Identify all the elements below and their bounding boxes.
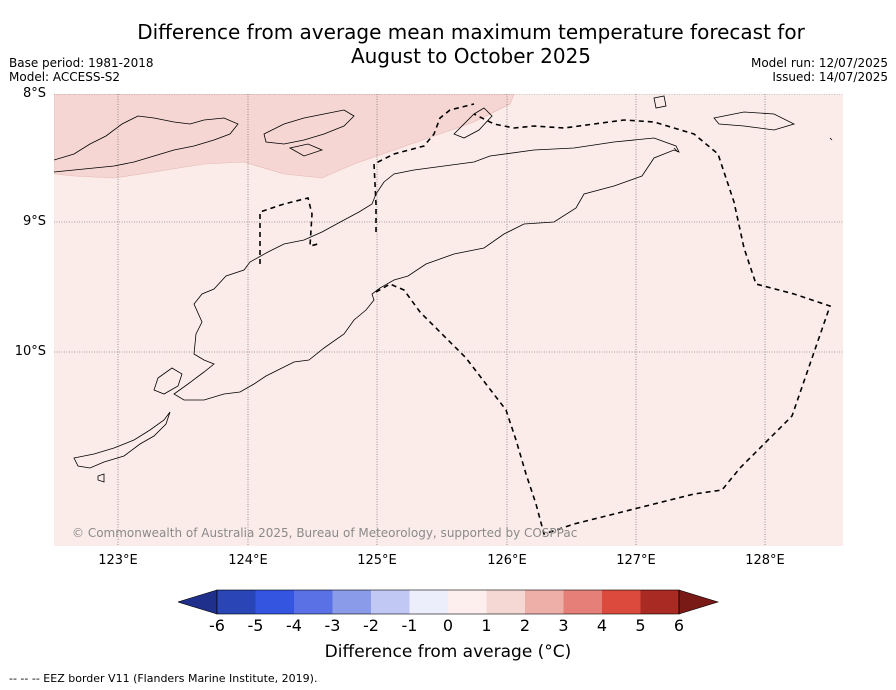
anomaly-region-1-2 (54, 94, 515, 179)
colorbar-tick-label: 2 (519, 616, 531, 635)
coastline-pantar (288, 143, 324, 157)
chart-title: Difference from average mean maximum tem… (0, 20, 896, 68)
colorbar-tick-label: 6 (673, 616, 685, 635)
lat-label-10s: 10°S (14, 344, 46, 359)
eez-border-north (373, 103, 475, 232)
coastline-islet-1 (653, 95, 667, 109)
colorbar-tick-label: 0 (442, 616, 454, 635)
colorbar-segment (525, 590, 564, 614)
issued-date: Issued: 14/07/2025 (772, 70, 888, 84)
meta-right: Model run: 12/07/2025 Issued: 14/07/2025 (751, 56, 888, 84)
eez-border-oecusse (259, 197, 319, 264)
coastline-flores (54, 115, 239, 173)
colorbar-segment (371, 590, 410, 614)
colorbar-tick-label: -5 (247, 616, 264, 635)
colorbar-extend-low (178, 589, 218, 615)
colorbar-segment (409, 590, 448, 614)
coastline-wetar (713, 111, 796, 131)
colorbar-label: Difference from average (°C) (324, 642, 572, 662)
colorbar-tick-label: -2 (363, 616, 379, 635)
lon-label-128e: 128°E (745, 553, 785, 568)
coastline-ndao (97, 473, 105, 483)
model-name: Model: ACCESS-S2 (9, 70, 121, 84)
eez-borders (259, 103, 832, 536)
lat-label-9s: 9°S (22, 214, 46, 229)
lat-label-8s: 8°S (22, 86, 46, 101)
eez-legend-note: -- -- -- EEZ border V11 (Flanders Marine… (9, 672, 318, 685)
title-line-1: Difference from average mean maximum tem… (137, 20, 805, 44)
coastlines (54, 95, 833, 483)
colorbar-tick-label: -6 (209, 616, 225, 635)
coastline-islet-2 (829, 137, 833, 141)
title-line-2: August to October 2025 (350, 44, 592, 68)
graticule (54, 94, 843, 546)
coastline-semau (153, 367, 183, 395)
coastline-alor (263, 109, 355, 145)
coastline-timor (173, 137, 680, 401)
colorbar-tick-label: 5 (635, 616, 646, 635)
colorbar (178, 589, 720, 615)
lon-label-124e: 124°E (228, 553, 268, 568)
meta-left: Base period: 1981-2018 Model: ACCESS-S2 (9, 56, 154, 84)
colorbar-segment (640, 590, 679, 614)
eez-border-timor-leste (375, 113, 832, 536)
colorbar-tick-label: 1 (481, 616, 492, 635)
colorbar-tick-label: -4 (286, 616, 302, 635)
lon-label-126e: 126°E (487, 553, 527, 568)
colorbar-tick-label: -1 (401, 616, 418, 635)
colorbar-segment (602, 590, 641, 614)
map-panel (54, 94, 843, 546)
map-credit: © Commonwealth of Australia 2025, Bureau… (72, 526, 578, 540)
lon-label-125e: 125°E (357, 553, 397, 568)
lon-label-123e: 123°E (98, 553, 138, 568)
lon-label-127e: 127°E (616, 553, 656, 568)
colorbar-segment (486, 590, 525, 614)
coastline-roti (73, 411, 171, 469)
colorbar-tick-label: 4 (596, 616, 608, 635)
coastline-islet-3 (673, 147, 679, 153)
base-period: Base period: 1981-2018 (9, 56, 154, 70)
colorbar-tick-label: -3 (324, 616, 341, 635)
colorbar-segment (563, 590, 602, 614)
colorbar-tick-label: 3 (558, 616, 569, 635)
colorbar-segment (448, 590, 487, 614)
colorbar-segment (217, 590, 256, 614)
colorbar-segment (294, 590, 333, 614)
colorbar-extend-high (678, 589, 720, 615)
colorbar-segment (332, 590, 371, 614)
colorbar-segment (255, 590, 294, 614)
map-svg (54, 94, 843, 546)
model-run: Model run: 12/07/2025 (750, 56, 888, 70)
colorbar-outline (216, 589, 680, 615)
